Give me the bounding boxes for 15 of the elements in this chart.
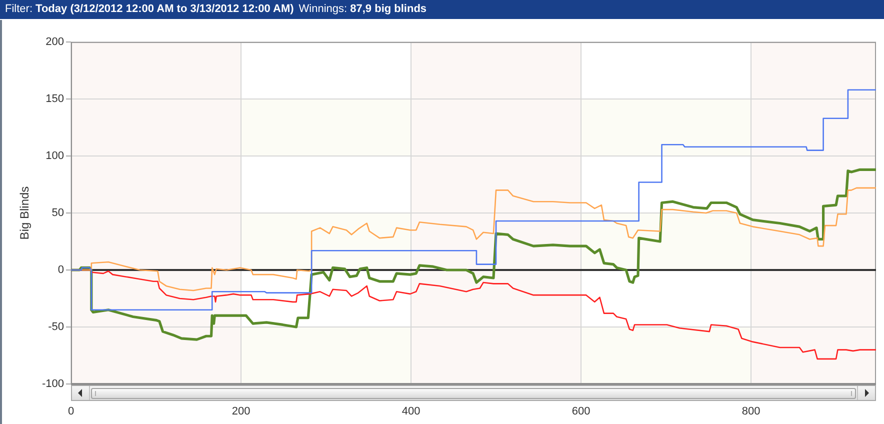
y-tick-label: -100 bbox=[42, 378, 64, 390]
x-tick-label: 600 bbox=[572, 406, 590, 418]
y-tick-label: -50 bbox=[48, 321, 64, 334]
y-tick-label: 50 bbox=[52, 207, 64, 220]
y-tick-label: 200 bbox=[46, 36, 64, 48]
chart-title: Filter: Today (3/12/2012 12:00 AM to 3/13/2012 12:00 AM) bbox=[5, 2, 294, 17]
x-tick-label: 800 bbox=[742, 406, 760, 418]
y-tick-label: 100 bbox=[46, 150, 64, 162]
y-tick-label: 150 bbox=[46, 93, 64, 106]
x-tick-label: 0 bbox=[68, 406, 74, 418]
x-tick-label: 400 bbox=[402, 406, 420, 418]
x-tick-label: 200 bbox=[232, 406, 250, 418]
chart-subtitle: Winnings: 87,9 big blinds bbox=[298, 2, 427, 17]
y-tick-label: 0 bbox=[58, 264, 64, 276]
y-axis-title: Big Blinds bbox=[18, 186, 32, 240]
